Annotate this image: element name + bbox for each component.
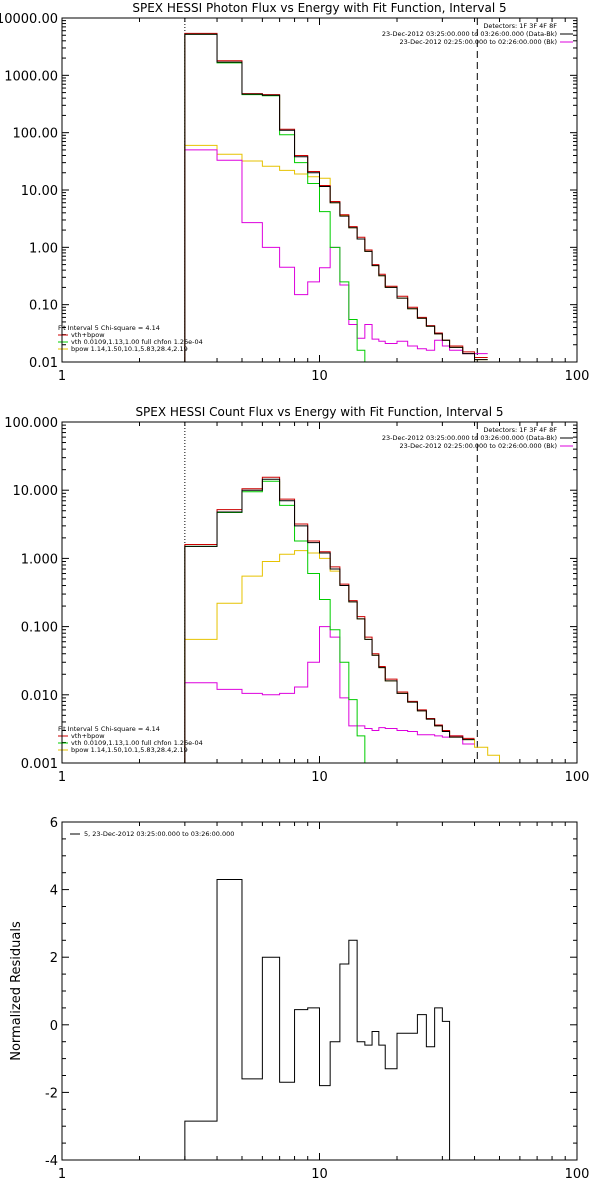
series-background bbox=[184, 626, 475, 763]
legend-detectors: Detectors: 1F 3F 4F 8F bbox=[483, 426, 557, 434]
legend-detectors: Detectors: 1F 3F 4F 8F bbox=[483, 22, 557, 30]
series-total bbox=[184, 878, 451, 1160]
legend-entry-residuals: 5, 23-Dec-2012 03:25:00.000 to 03:26:00.… bbox=[84, 830, 234, 838]
series-bpow bbox=[184, 144, 488, 362]
x-tick-label: 10 bbox=[311, 770, 328, 785]
series-total bbox=[184, 478, 475, 763]
x-tick-label: 1 bbox=[58, 1167, 66, 1182]
x-tick-label: 10 bbox=[311, 369, 328, 384]
y-tick-label: 10.00 bbox=[21, 184, 58, 199]
chart-panel-3: 1 10 100 -4 -2 0 2 4 6 Normalized Residuals 5, 23-… bbox=[9, 816, 589, 1182]
y-tick-label: 100.000 bbox=[4, 416, 58, 431]
legend-entry-total: 23-Dec-2012 03:25:00.000 to 03:26:00.000… bbox=[382, 30, 557, 38]
y-tick-label: 0.10 bbox=[29, 299, 58, 314]
legend-entry-background: 23-Dec-2012 02:25:00.000 to 02:26:00.000… bbox=[400, 442, 558, 450]
y-tick-label: -4 bbox=[45, 1154, 58, 1169]
chart-panel-1: SPEX HESSI Photon Flux vs Energy with Fi… bbox=[0, 1, 589, 384]
legend-entry-bpow: bpow 1.14,1.50,10.1,5.83,28.4,2.19 bbox=[71, 345, 188, 353]
y-tick-label: 0.010 bbox=[21, 689, 58, 704]
series-total bbox=[184, 33, 488, 362]
series-bpow bbox=[184, 550, 520, 764]
series-vth bbox=[184, 33, 373, 363]
x-tick-label: 100 bbox=[565, 369, 590, 384]
legend-entry-vth: vth 0.0109,1.13,1.00 full chfon 1.26e-04 bbox=[71, 739, 203, 747]
legend-entry-total: 23-Dec-2012 03:25:00.000 to 03:26:00.000… bbox=[382, 434, 557, 442]
y-tick-label: 10000.00 bbox=[0, 12, 58, 27]
legend-fit-interval: Fit Interval 5 Chi-square = 4.14 bbox=[58, 324, 160, 332]
series-fit-sum bbox=[184, 32, 488, 362]
y-tick-label: 1.000 bbox=[21, 552, 58, 567]
plot-frame bbox=[61, 421, 578, 764]
y-tick-label: -2 bbox=[45, 1086, 58, 1101]
x-tick-label: 1 bbox=[58, 770, 66, 785]
chart-panel-2: SPEX HESSI Count Flux vs Energy with Fit… bbox=[4, 405, 589, 785]
series-vth bbox=[184, 480, 373, 764]
x-tick-label: 10 bbox=[311, 1167, 328, 1182]
y-tick-label: 0.01 bbox=[29, 356, 58, 371]
x-tick-label: 100 bbox=[565, 1167, 590, 1182]
plot-frame bbox=[61, 821, 578, 1161]
legend-entry-background: 23-Dec-2012 02:25:00.000 to 02:26:00.000… bbox=[400, 38, 558, 46]
legend-entry-vth: vth 0.0109,1.13,1.00 full chfon 1.26e-04 bbox=[71, 338, 203, 346]
legend-entry-fit_sum: vth+bpow bbox=[71, 331, 105, 339]
x-tick-label: 100 bbox=[565, 770, 590, 785]
legend-entry-fit_sum: vth+bpow bbox=[71, 732, 105, 740]
y-tick-label: 1000.00 bbox=[4, 69, 58, 84]
y-tick-label: 6 bbox=[50, 816, 58, 831]
series-fit-sum bbox=[184, 476, 475, 763]
y-axis-label: Normalized Residuals bbox=[9, 921, 24, 1061]
chart-title: SPEX HESSI Photon Flux vs Energy with Fi… bbox=[132, 1, 506, 15]
legend-fit-interval: Fit Interval 5 Chi-square = 4.14 bbox=[58, 725, 160, 733]
y-tick-label: 10.000 bbox=[13, 484, 59, 499]
y-tick-label: 4 bbox=[50, 884, 58, 899]
y-tick-label: 2 bbox=[50, 951, 58, 966]
chart-title: SPEX HESSI Count Flux vs Energy with Fit… bbox=[135, 405, 503, 419]
y-tick-label: 0.001 bbox=[21, 757, 58, 772]
plot-frame bbox=[61, 17, 578, 363]
y-tick-label: 1.00 bbox=[29, 241, 58, 256]
legend-entry-bpow: bpow 1.14,1.50,10.1,5.83,28.4,2.19 bbox=[71, 746, 188, 754]
x-tick-label: 1 bbox=[58, 369, 66, 384]
y-tick-label: 0 bbox=[50, 1019, 58, 1034]
series-background bbox=[184, 149, 488, 362]
y-tick-label: 0.100 bbox=[21, 621, 58, 636]
y-tick-label: 100.00 bbox=[13, 127, 59, 142]
